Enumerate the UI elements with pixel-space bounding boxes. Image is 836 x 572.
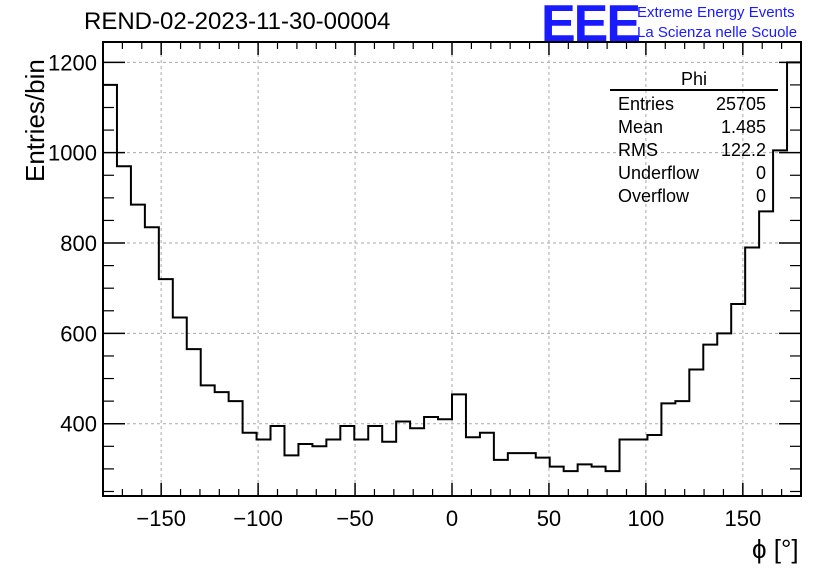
stats-row-overflow: Overflow 0 [610, 185, 778, 208]
stats-value: 122.2 [720, 140, 766, 160]
grid-lines [103, 42, 801, 496]
y-tick-label: 1000 [48, 141, 97, 166]
stats-row-underflow: Underflow 0 [610, 162, 778, 185]
x-tick-label: −50 [336, 506, 373, 531]
stats-box: Phi Entries 25705 Mean 1.485 RMS 122.2 U… [610, 70, 778, 208]
stats-row-rms: RMS 122.2 [610, 139, 778, 162]
stats-value: 0 [755, 163, 766, 183]
plot-frame [102, 41, 802, 497]
axis-ticks [103, 42, 801, 496]
stats-key: Mean [618, 117, 664, 137]
y-tick-label: 600 [60, 321, 97, 346]
y-axis-label: Entries/bin [20, 59, 50, 182]
stats-value: 25705 [715, 94, 766, 114]
x-tick-label: −100 [233, 506, 283, 531]
x-tick-label: 0 [446, 506, 458, 531]
y-tick-label: 400 [60, 412, 97, 437]
x-tick-label: 150 [724, 506, 761, 531]
logo-line-1: Extreme Energy Events [637, 4, 795, 21]
x-axis-label: ϕ [°] [752, 534, 799, 564]
y-tick-label: 1200 [48, 50, 97, 75]
eee-logo: EEE [541, 0, 641, 53]
logo-line-2: La Scienza nelle Scuole [637, 24, 798, 41]
stats-title: Phi [680, 69, 707, 89]
x-tick-label: 100 [628, 506, 665, 531]
stats-divider [610, 89, 778, 91]
y-tick-label: 800 [60, 231, 97, 256]
stats-key: Underflow [618, 163, 700, 183]
histogram-series [102, 61, 802, 496]
stats-key: Overflow [618, 186, 690, 206]
stats-key: Entries [618, 94, 675, 114]
x-tick-label: −150 [136, 506, 186, 531]
stats-row-mean: Mean 1.485 [610, 116, 778, 139]
stats-value: 0 [755, 186, 766, 206]
stats-key: RMS [618, 140, 658, 160]
tick-labels: −150 −100 −50 0 50 100 150 400 600 800 1000 1200 [48, 50, 761, 531]
x-tick-label: 50 [537, 506, 561, 531]
stats-row-entries: Entries 25705 [610, 93, 778, 116]
stats-value: 1.485 [720, 117, 766, 137]
chart-title: REND-02-2023-11-30-00004 [84, 8, 391, 35]
